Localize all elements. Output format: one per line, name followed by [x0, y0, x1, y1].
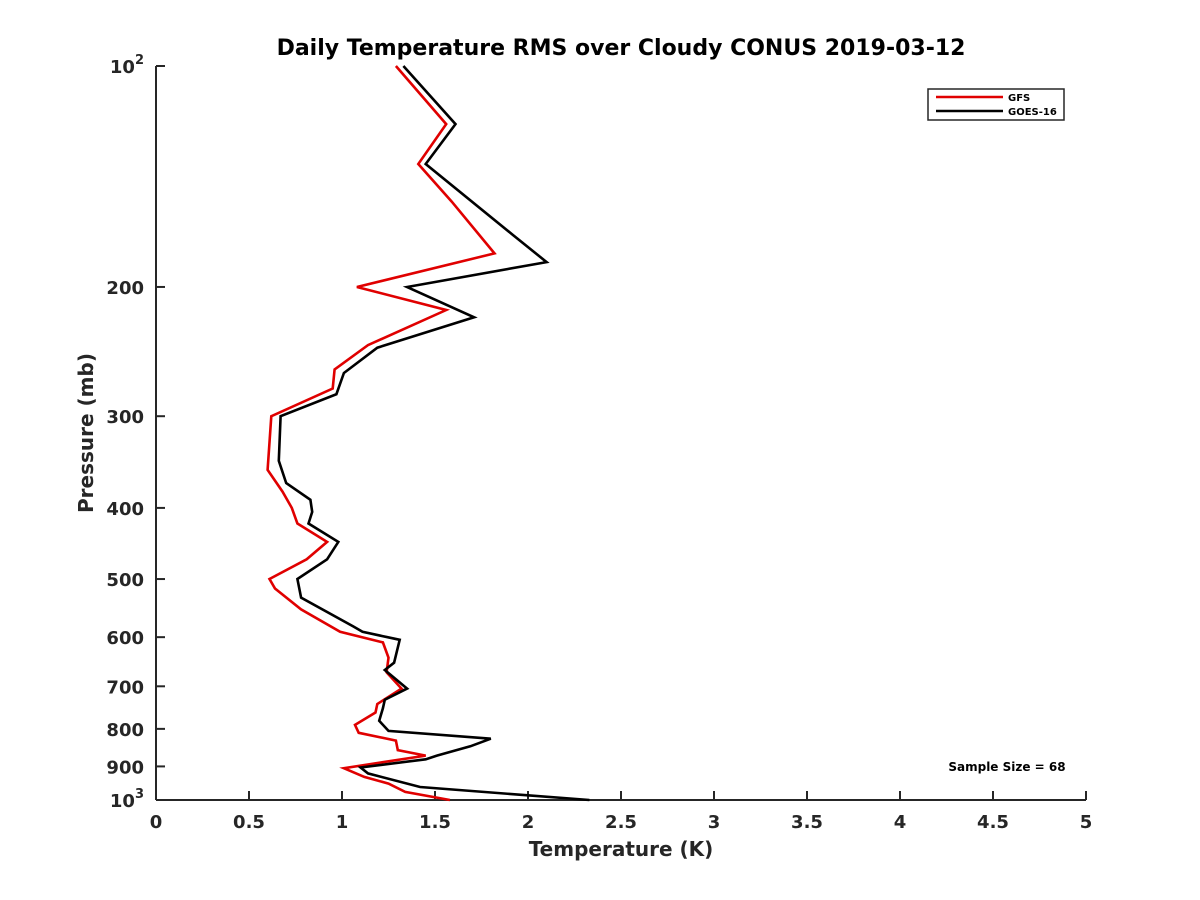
- legend-label-goes16: GOES-16: [1008, 107, 1057, 118]
- y-tick-exponent: 2: [135, 53, 144, 68]
- x-tick-label: 2: [522, 812, 535, 833]
- legend-label-gfs: GFS: [1008, 93, 1030, 104]
- plot-area: 0 0.5 1 1.5 2 2.5 3 3.5 4 4.5 5 102200300400500600…: [106, 53, 1092, 833]
- x-tick-label: 1: [336, 812, 349, 833]
- y-tick-label: 102: [110, 53, 144, 78]
- y-axis-title: Pressure (mb): [74, 353, 98, 513]
- y-tick-label: 400: [106, 499, 144, 520]
- series-line-goes16: [277, 65, 590, 802]
- x-tick-label: 2.5: [605, 812, 637, 833]
- legend-box: [927, 88, 1065, 121]
- chart-title: Daily Temperature RMS over Cloudy CONUS …: [277, 36, 966, 61]
- y-tick-label: 500: [106, 570, 144, 591]
- x-tick-label: 3: [708, 812, 721, 833]
- x-tick-label: 0: [150, 812, 163, 833]
- series-lines: [266, 65, 590, 802]
- x-tick-label: 1.5: [419, 812, 451, 833]
- y-tick-base: 10: [110, 791, 135, 812]
- sample-size-annotation: Sample Size = 68: [948, 760, 1065, 774]
- y-tick-exponent: 3: [135, 787, 144, 802]
- legend: GFS GOES-16: [927, 88, 1065, 121]
- y-tick-label: 700: [106, 677, 144, 698]
- x-axis-title: Temperature (K): [529, 837, 714, 861]
- x-tick-label: 4.5: [977, 812, 1009, 833]
- y-tick-label: 900: [106, 757, 144, 778]
- y-tick-label: 200: [106, 278, 144, 299]
- x-tick-label: 0.5: [233, 812, 265, 833]
- x-tick-label: 3.5: [791, 812, 823, 833]
- y-tick-base: 10: [110, 57, 135, 78]
- x-axis-ticks: 0 0.5 1 1.5 2 2.5 3 3.5 4 4.5 5: [150, 791, 1093, 833]
- series-line-gfs: [266, 65, 497, 802]
- x-tick-label: 5: [1080, 812, 1093, 833]
- y-tick-label: 800: [106, 720, 144, 741]
- y-tick-label: 300: [106, 407, 144, 428]
- y-tick-label: 103: [110, 787, 144, 812]
- y-tick-label: 600: [106, 628, 144, 649]
- x-tick-label: 4: [894, 812, 907, 833]
